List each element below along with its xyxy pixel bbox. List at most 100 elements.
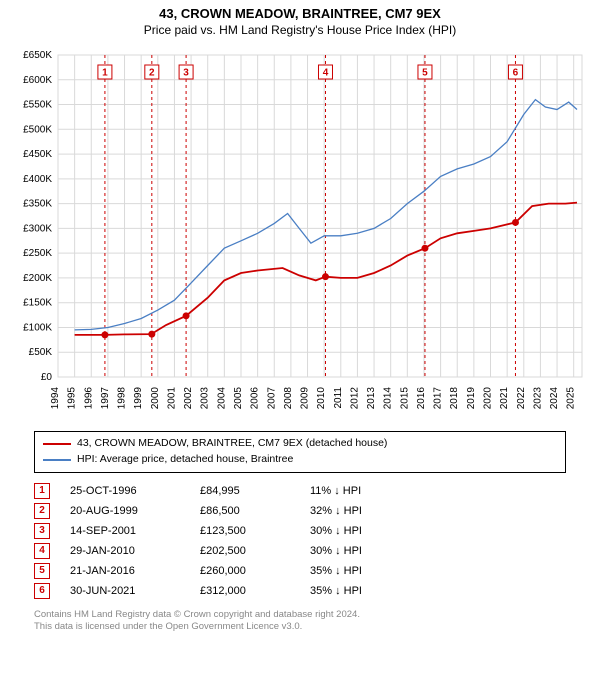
legend: 43, CROWN MEADOW, BRAINTREE, CM7 9EX (de…: [34, 431, 566, 473]
x-tick-label: 2025: [566, 387, 577, 410]
event-price: £84,995: [200, 485, 290, 497]
event-date: 29-JAN-2010: [70, 545, 180, 557]
chart-container: 43, CROWN MEADOW, BRAINTREE, CM7 9EX Pri…: [0, 0, 600, 680]
x-tick-label: 2005: [233, 387, 244, 410]
event-diff: 30% ↓ HPI: [310, 525, 400, 537]
x-tick-label: 2003: [200, 387, 211, 410]
y-tick-label: £350K: [23, 199, 52, 210]
chart-svg: £0£50K£100K£150K£200K£250K£300K£350K£400…: [10, 47, 590, 427]
sale-marker-dot: [101, 331, 108, 338]
y-tick-label: £200K: [23, 273, 52, 284]
sale-marker-number: 4: [323, 68, 329, 79]
legend-label: HPI: Average price, detached house, Brai…: [77, 452, 293, 468]
event-date: 25-OCT-1996: [70, 485, 180, 497]
x-tick-label: 2019: [466, 387, 477, 410]
x-tick-label: 2015: [399, 387, 410, 410]
event-number-box: 4: [34, 543, 50, 559]
x-tick-label: 2020: [483, 387, 494, 410]
title-subtitle: Price paid vs. HM Land Registry's House …: [0, 23, 600, 37]
event-price: £86,500: [200, 505, 290, 517]
event-date: 20-AUG-1999: [70, 505, 180, 517]
x-tick-label: 2002: [183, 387, 194, 410]
x-tick-label: 2000: [150, 387, 161, 410]
x-tick-label: 2022: [516, 387, 527, 410]
y-tick-label: £650K: [23, 50, 52, 61]
footer-line1: Contains HM Land Registry data © Crown c…: [34, 609, 566, 621]
legend-item: 43, CROWN MEADOW, BRAINTREE, CM7 9EX (de…: [43, 436, 557, 452]
sale-marker-dot: [421, 245, 428, 252]
footer-line2: This data is licensed under the Open Gov…: [34, 621, 566, 633]
x-tick-label: 2014: [383, 387, 394, 410]
sale-marker-number: 5: [422, 68, 428, 79]
event-diff: 35% ↓ HPI: [310, 585, 400, 597]
x-tick-label: 2004: [216, 387, 227, 410]
x-tick-label: 2018: [449, 387, 460, 410]
x-tick-label: 2016: [416, 387, 427, 410]
x-tick-label: 2011: [333, 387, 344, 409]
event-row: 2 20-AUG-1999 £86,500 32% ↓ HPI: [34, 501, 566, 521]
event-number-box: 6: [34, 583, 50, 599]
title-address: 43, CROWN MEADOW, BRAINTREE, CM7 9EX: [0, 6, 600, 21]
sale-marker-dot: [183, 312, 190, 319]
y-tick-label: £50K: [29, 347, 53, 358]
event-row: 6 30-JUN-2021 £312,000 35% ↓ HPI: [34, 581, 566, 601]
x-tick-label: 1994: [50, 387, 61, 410]
x-tick-label: 1999: [133, 387, 144, 410]
x-tick-label: 2007: [266, 387, 277, 410]
x-tick-label: 1998: [117, 387, 128, 410]
event-row: 1 25-OCT-1996 £84,995 11% ↓ HPI: [34, 481, 566, 501]
plot-border: [58, 55, 582, 377]
legend-swatch: [43, 443, 71, 445]
event-number-box: 3: [34, 523, 50, 539]
y-tick-label: £150K: [23, 298, 52, 309]
x-tick-label: 2010: [316, 387, 327, 410]
y-tick-label: £450K: [23, 149, 52, 160]
event-row: 3 14-SEP-2001 £123,500 30% ↓ HPI: [34, 521, 566, 541]
event-price: £202,500: [200, 545, 290, 557]
sale-marker-dot: [322, 273, 329, 280]
event-price: £123,500: [200, 525, 290, 537]
sale-marker-dot: [148, 331, 155, 338]
x-tick-label: 1996: [83, 387, 94, 410]
event-price: £260,000: [200, 565, 290, 577]
y-tick-label: £300K: [23, 223, 52, 234]
legend-swatch: [43, 459, 71, 461]
event-row: 429-JAN-2010£202,50030% ↓ HPI: [34, 541, 566, 561]
x-tick-label: 2021: [499, 387, 510, 410]
y-tick-label: £250K: [23, 248, 52, 259]
x-tick-label: 1997: [100, 387, 111, 410]
footer: Contains HM Land Registry data © Crown c…: [34, 609, 566, 634]
event-diff: 11% ↓ HPI: [310, 485, 400, 497]
y-tick-label: £0: [41, 372, 53, 383]
event-number-box: 5: [34, 563, 50, 579]
event-number-box: 1: [34, 483, 50, 499]
x-tick-label: 2001: [166, 387, 177, 410]
events-table: 1 25-OCT-1996 £84,995 11% ↓ HPI 2 20-AUG-1999…: [34, 481, 566, 601]
event-date: 14-SEP-2001: [70, 525, 180, 537]
x-tick-label: 2013: [366, 387, 377, 410]
x-tick-label: 2009: [300, 387, 311, 410]
event-diff: 35% ↓ HPI: [310, 565, 400, 577]
sale-marker-number: 3: [183, 68, 189, 79]
event-number-box: 2: [34, 503, 50, 519]
chart-area: £0£50K£100K£150K£200K£250K£300K£350K£400…: [10, 47, 590, 427]
x-tick-label: 1995: [67, 387, 78, 410]
y-tick-label: £600K: [23, 75, 52, 86]
event-diff: 32% ↓ HPI: [310, 505, 400, 517]
x-tick-label: 2012: [349, 387, 360, 410]
event-date: 21-JAN-2016: [70, 565, 180, 577]
x-tick-label: 2017: [433, 387, 444, 410]
x-tick-label: 2023: [532, 387, 543, 410]
sale-marker-number: 6: [513, 68, 519, 79]
title-block: 43, CROWN MEADOW, BRAINTREE, CM7 9EX Pri…: [0, 0, 600, 41]
x-tick-label: 2008: [283, 387, 294, 410]
y-tick-label: £500K: [23, 124, 52, 135]
event-date: 30-JUN-2021: [70, 585, 180, 597]
sale-marker-number: 2: [149, 68, 155, 79]
event-price: £312,000: [200, 585, 290, 597]
y-tick-label: £100K: [23, 322, 52, 333]
x-tick-label: 2006: [250, 387, 261, 410]
legend-label: 43, CROWN MEADOW, BRAINTREE, CM7 9EX (de…: [77, 436, 387, 452]
sale-marker-number: 1: [102, 68, 108, 79]
y-tick-label: £550K: [23, 100, 52, 111]
